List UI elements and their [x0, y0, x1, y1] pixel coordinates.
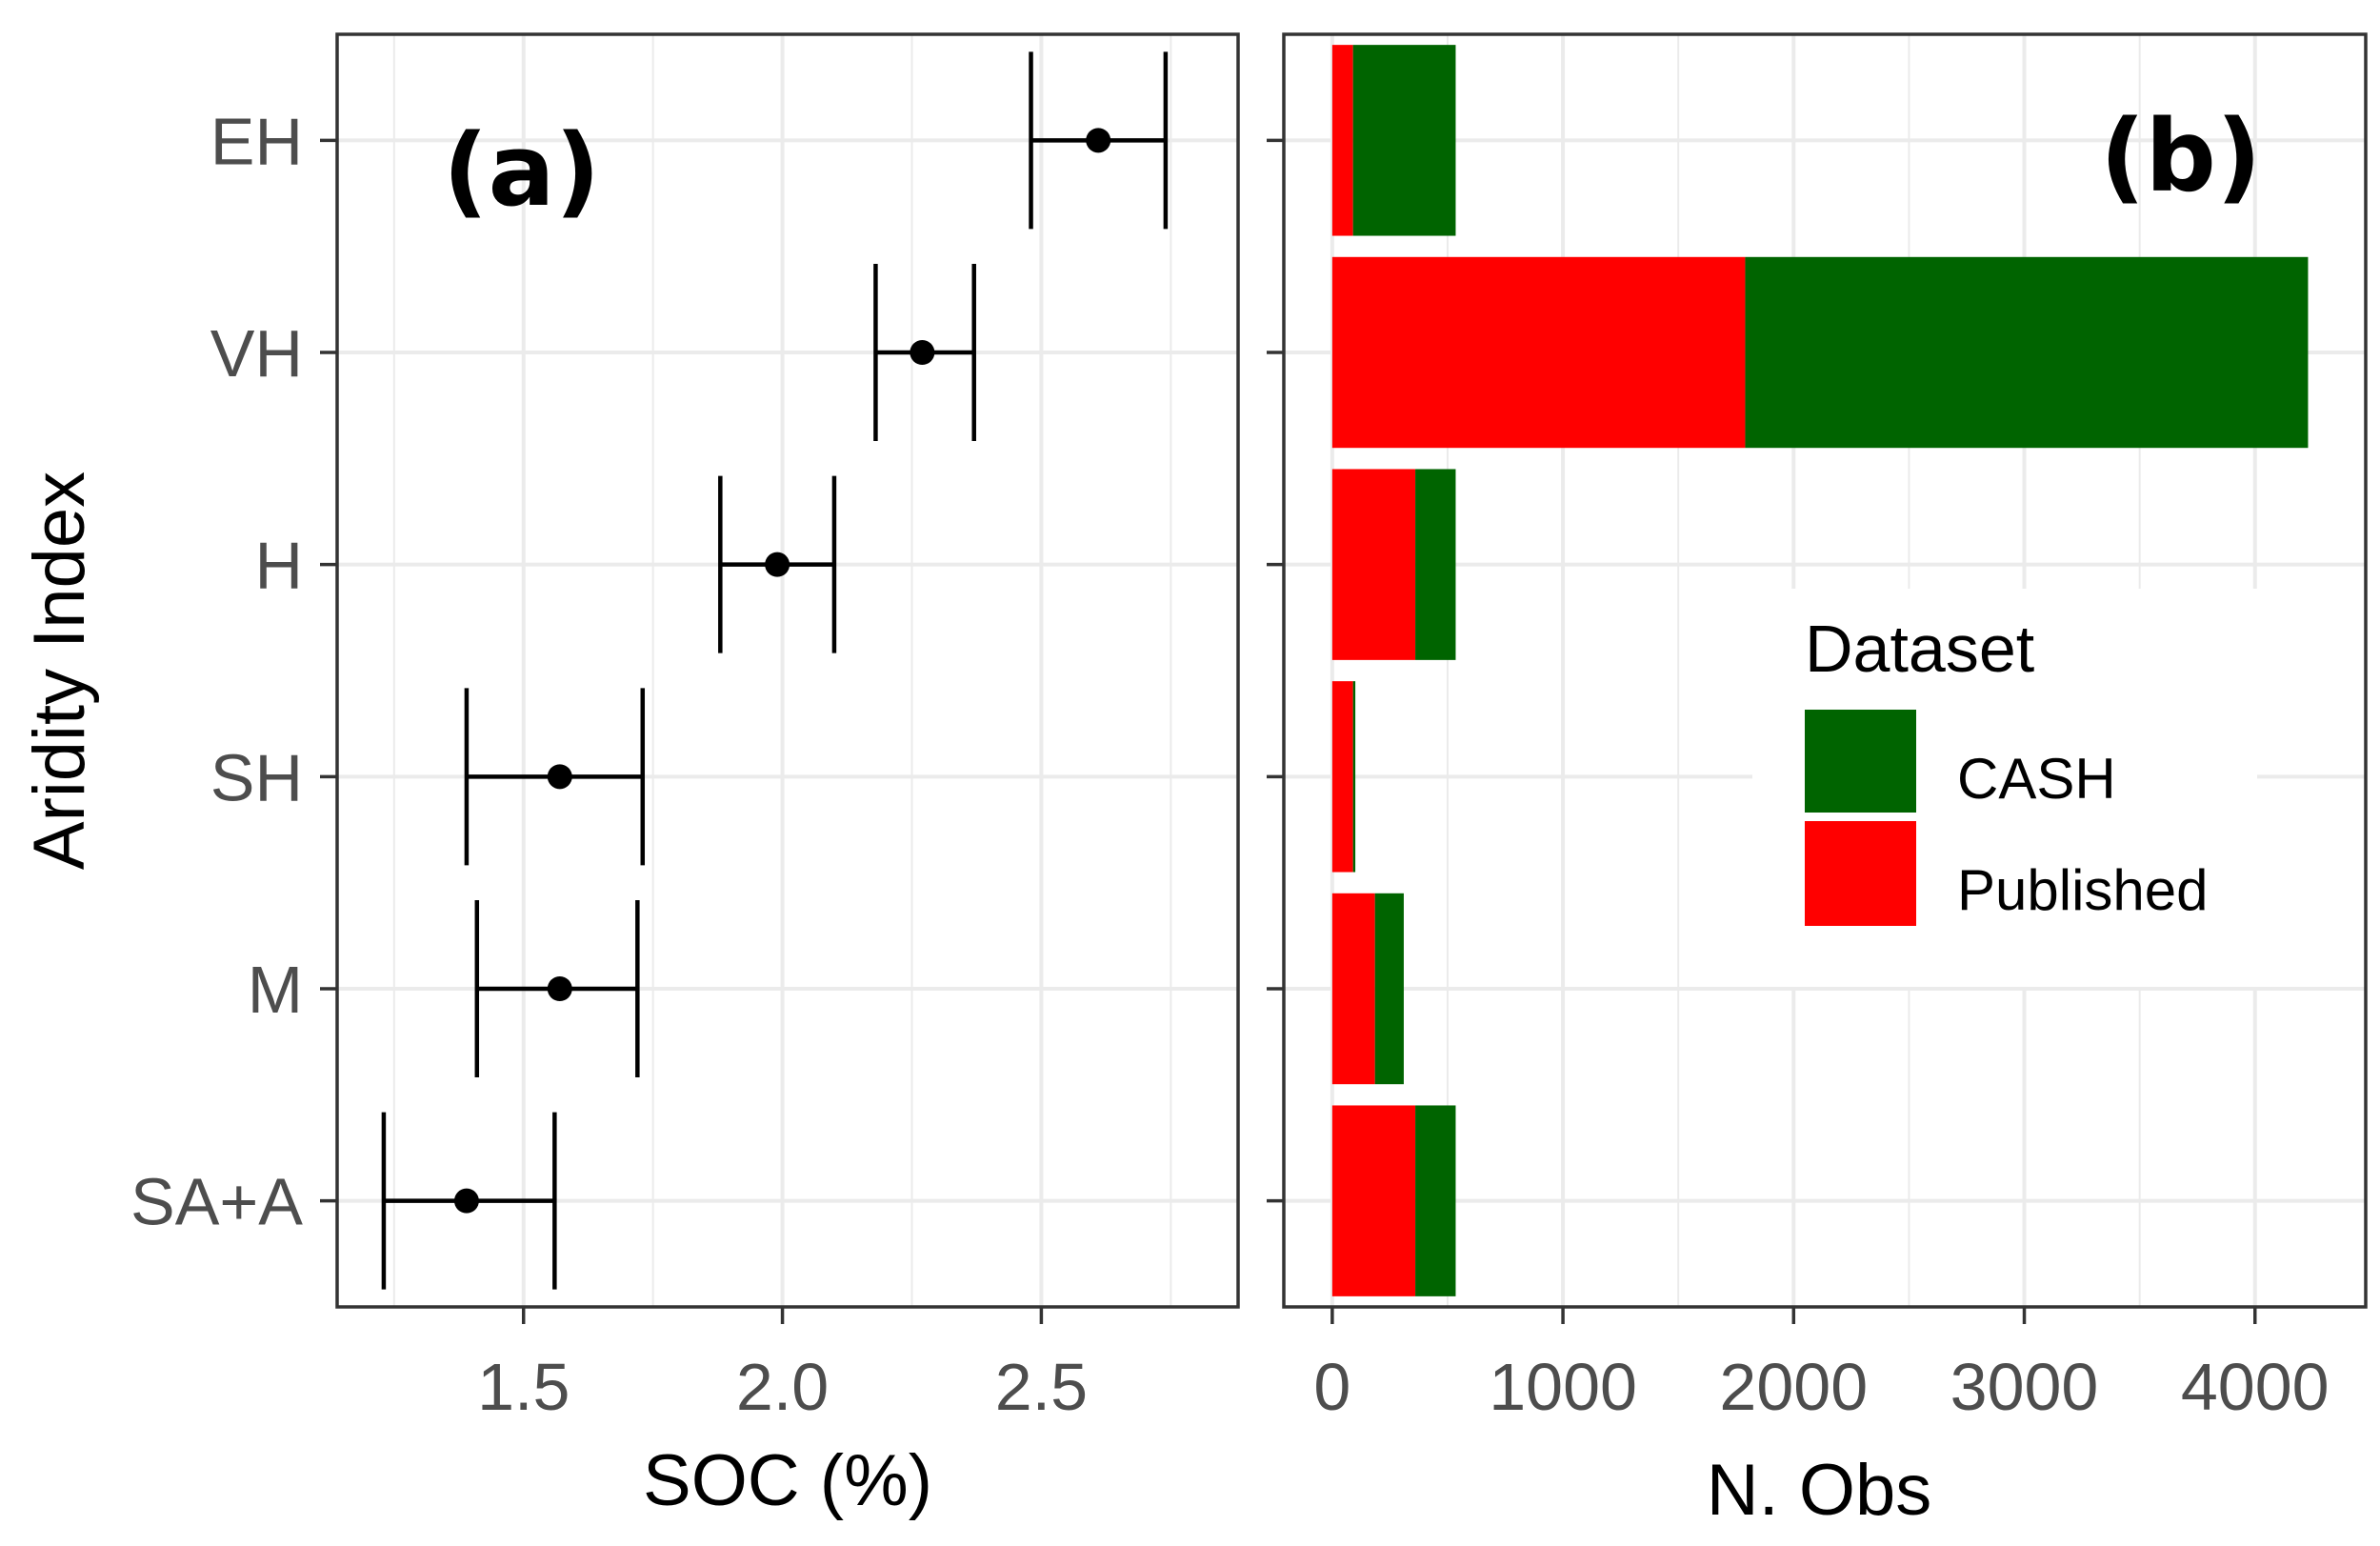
bar-published-m — [1331, 893, 1375, 1085]
y-tick-label-h: H — [254, 529, 303, 603]
panel-b-x-axis: 0 1000 2000 3000 4000 — [1313, 1307, 2330, 1424]
bar-published-sa-a — [1331, 1105, 1416, 1296]
legend-label-published: Published — [1957, 858, 2209, 922]
bar-cash-sa-a — [1415, 1105, 1456, 1296]
x-tick-label-a-1: 2.0 — [736, 1350, 829, 1424]
x-tick-label-b-2: 2000 — [1719, 1350, 1868, 1424]
panel-a-border — [335, 32, 1240, 1309]
panel-b-marks — [1331, 45, 2309, 1296]
x-tick-label-a-2: 2.5 — [995, 1350, 1088, 1424]
bar-published-vh — [1331, 256, 1746, 449]
panel-a-marks — [381, 51, 1169, 1290]
panel-a-label: (a) — [443, 112, 600, 229]
x-tick-label-b-1: 1000 — [1489, 1350, 1637, 1424]
bar-published-h — [1331, 469, 1416, 660]
point-sa-a — [453, 1188, 479, 1214]
point-m — [547, 976, 572, 1001]
panel-b-y-axis — [1267, 138, 1284, 1203]
legend: Dataset CASH Published — [1752, 589, 2257, 987]
panel-b-x-axis-title: N. Obs — [1707, 1450, 1932, 1531]
legend-label-cash: CASH — [1957, 747, 2116, 811]
panel-a-x-axis-title: SOC (%) — [643, 1440, 932, 1521]
legend-title: Dataset — [1805, 612, 2034, 686]
x-tick-label-b-4: 4000 — [2181, 1350, 2330, 1424]
panel-b-label: (b) — [2100, 98, 2262, 214]
point-h — [765, 552, 790, 577]
bar-cash-eh — [1352, 45, 1456, 236]
x-tick-label-a-0: 1.5 — [477, 1350, 570, 1424]
point-eh — [1086, 128, 1111, 153]
bar-cash-m — [1374, 893, 1404, 1085]
bar-published-eh — [1331, 45, 1353, 236]
legend-key-published — [1805, 821, 1916, 926]
legend-key-cash — [1805, 710, 1916, 813]
bar-cash-vh — [1745, 256, 2309, 449]
x-tick-label-b-3: 3000 — [1950, 1350, 2099, 1424]
point-vh — [910, 340, 935, 365]
bar-published-sh — [1331, 681, 1353, 873]
bar-cash-h — [1415, 469, 1456, 660]
panel-a-y-axis: EH VH H SH M SA+A — [130, 104, 337, 1239]
panel-a: EH VH H SH M SA+A 1.5 2.0 2.5 (a) SOC (%) Aridi… — [19, 32, 1240, 1521]
y-tick-label-sh: SH — [210, 740, 303, 814]
panel-a-background — [337, 34, 1238, 1307]
bar-cash-sh — [1352, 681, 1356, 873]
point-sh — [547, 764, 572, 790]
y-tick-label-eh: EH — [210, 104, 303, 178]
panel-a-x-axis: 1.5 2.0 2.5 — [477, 1307, 1088, 1424]
x-tick-label-b-0: 0 — [1313, 1350, 1350, 1424]
y-tick-label-m: M — [248, 953, 303, 1027]
y-tick-label-vh: VH — [210, 316, 303, 391]
y-tick-label-sa-a: SA+A — [130, 1165, 303, 1239]
y-axis-title: Aridity Index — [19, 472, 100, 870]
panel-b: 0 1000 2000 3000 4000 (b) N. Obs Dataset CAS… — [1267, 32, 2368, 1531]
panel-b-border — [1282, 32, 2368, 1309]
